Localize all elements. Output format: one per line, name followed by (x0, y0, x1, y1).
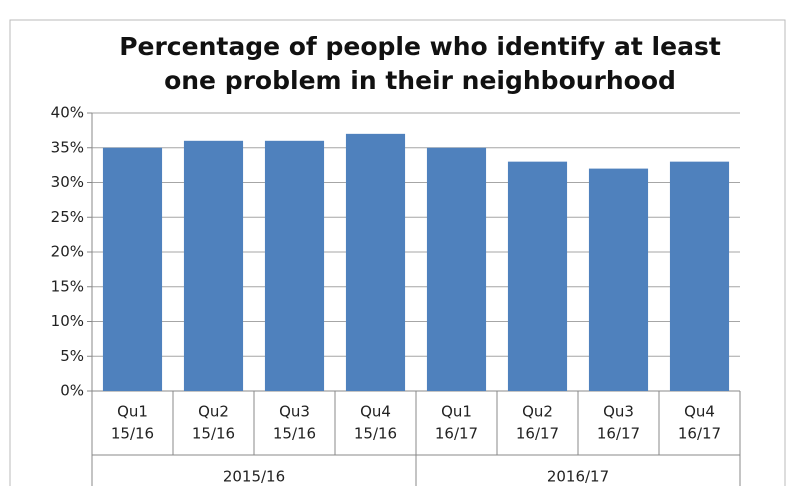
bar (507, 161, 568, 391)
y-tick-label: 10% (51, 312, 84, 330)
chart-frame (9, 19, 786, 486)
y-tick-label: 40% (51, 104, 84, 122)
y-tick-label: 5% (60, 347, 84, 365)
x-tick-label: Qu1 (441, 403, 472, 421)
chart-title: Percentage of people who identify at lea… (119, 32, 721, 61)
x-tick-label: Qu1 (117, 403, 148, 421)
bar (102, 147, 163, 391)
x-tick-label: Qu4 (684, 403, 715, 421)
x-tick-label: 16/17 (435, 425, 478, 443)
group-label: 2016/17 (547, 468, 609, 486)
x-tick-label: Qu2 (522, 403, 553, 421)
x-tick-label: Qu4 (360, 403, 391, 421)
y-tick-label: 20% (51, 243, 84, 261)
y-tick-label: 35% (51, 138, 84, 156)
bar (426, 147, 487, 391)
bar (264, 140, 325, 391)
x-tick-label: 15/16 (273, 425, 316, 443)
x-tick-label: Qu3 (603, 403, 634, 421)
y-tick-label: 0% (60, 382, 84, 400)
x-tick-label: 15/16 (354, 425, 397, 443)
y-tick-label: 30% (51, 173, 84, 191)
y-tick-label: 15% (51, 277, 84, 295)
bar (183, 140, 244, 391)
x-tick-label: 15/16 (192, 425, 235, 443)
chart-title: one problem in their neighbourhood (164, 66, 676, 95)
y-tick-label: 25% (51, 208, 84, 226)
bar (669, 161, 730, 391)
group-label: 2015/16 (223, 468, 285, 486)
bar (345, 133, 406, 391)
x-tick-label: Qu3 (279, 403, 310, 421)
x-tick-label: 16/17 (516, 425, 559, 443)
x-tick-label: 15/16 (111, 425, 154, 443)
x-tick-label: 16/17 (678, 425, 721, 443)
x-tick-label: Qu2 (198, 403, 229, 421)
x-tick-label: 16/17 (597, 425, 640, 443)
bar (588, 168, 649, 391)
